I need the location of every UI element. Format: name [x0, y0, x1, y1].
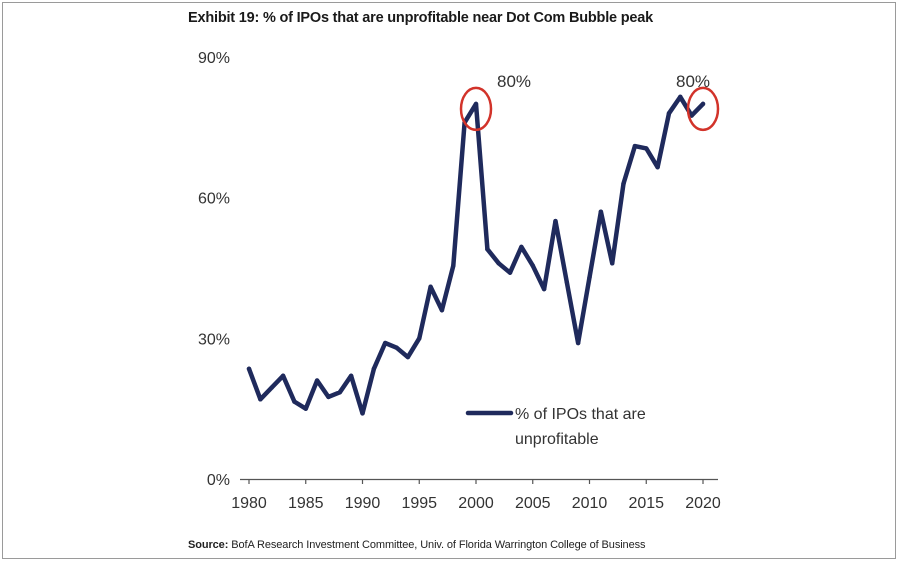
data-point [417, 336, 422, 341]
data-point [337, 390, 342, 395]
data-point [666, 111, 672, 116]
data-point [292, 399, 297, 404]
data-point [269, 385, 274, 390]
data-point [473, 101, 479, 107]
data-point [360, 411, 365, 416]
data-point [507, 270, 513, 275]
data-point [314, 378, 320, 383]
x-tick-label: 2015 [628, 495, 664, 512]
x-tick-label: 1980 [231, 495, 267, 512]
annotation-label: 80% [676, 72, 710, 91]
source-label: Source: [188, 539, 229, 551]
data-point [348, 373, 354, 379]
data-point [564, 279, 569, 285]
data-point [610, 261, 615, 266]
data-point [644, 146, 649, 151]
annotation-layer: 80% 80% [459, 72, 720, 132]
data-point [655, 164, 660, 170]
x-tick-label: 2005 [515, 495, 551, 512]
data-point [700, 101, 706, 107]
highlight-circle [686, 86, 720, 132]
legend: % of IPOs that are unprofitable [465, 406, 646, 448]
data-point [405, 354, 411, 360]
data-point [598, 209, 604, 214]
data-point [394, 345, 399, 350]
x-tick-label: 2020 [685, 495, 721, 512]
data-point [246, 366, 252, 372]
source-text: BofA Research Investment Committee, Univ… [231, 539, 646, 551]
data-point [541, 286, 547, 292]
y-tick-label: 0% [207, 472, 230, 489]
axes: 0% 30% 60% 90% 1980 1985 1990 1995 2000 2005 2010 2… [198, 50, 721, 512]
y-tick-label: 60% [198, 191, 230, 208]
y-tick-label: 90% [198, 50, 230, 67]
chart-title: Exhibit 19: % of IPOs that are unprofita… [188, 10, 653, 26]
annotation-label: 80% [497, 72, 531, 91]
data-point [371, 366, 377, 372]
highlight-circle [459, 86, 493, 132]
data-point [303, 406, 308, 411]
x-tick-label: 1995 [401, 495, 437, 512]
data-point [451, 263, 456, 268]
legend-label-line-2: unprofitable [515, 431, 599, 448]
data-point [632, 143, 638, 149]
data-point [326, 394, 331, 400]
data-point [428, 284, 433, 289]
series-layer [246, 94, 706, 416]
data-point [496, 261, 501, 266]
data-point [258, 397, 263, 402]
data-point [553, 218, 558, 224]
data-point [689, 113, 694, 118]
data-point [439, 308, 445, 313]
x-tick-label: 1990 [345, 495, 381, 512]
data-point [587, 275, 592, 280]
data-point [678, 94, 683, 100]
data-point [280, 373, 286, 379]
data-point [530, 263, 535, 268]
data-point [485, 247, 490, 252]
data-point [575, 340, 581, 346]
data-point [621, 181, 626, 186]
data-point [519, 244, 524, 250]
legend-label-line-1: % of IPOs that are [515, 406, 646, 423]
x-tick-label: 2010 [572, 495, 608, 512]
data-point [383, 340, 388, 346]
y-tick-label: 30% [198, 331, 230, 348]
x-tick-label: 2000 [458, 495, 494, 512]
source-note: Source: BofA Research Investment Committ… [188, 539, 646, 551]
x-tick-label: 1985 [288, 495, 324, 512]
